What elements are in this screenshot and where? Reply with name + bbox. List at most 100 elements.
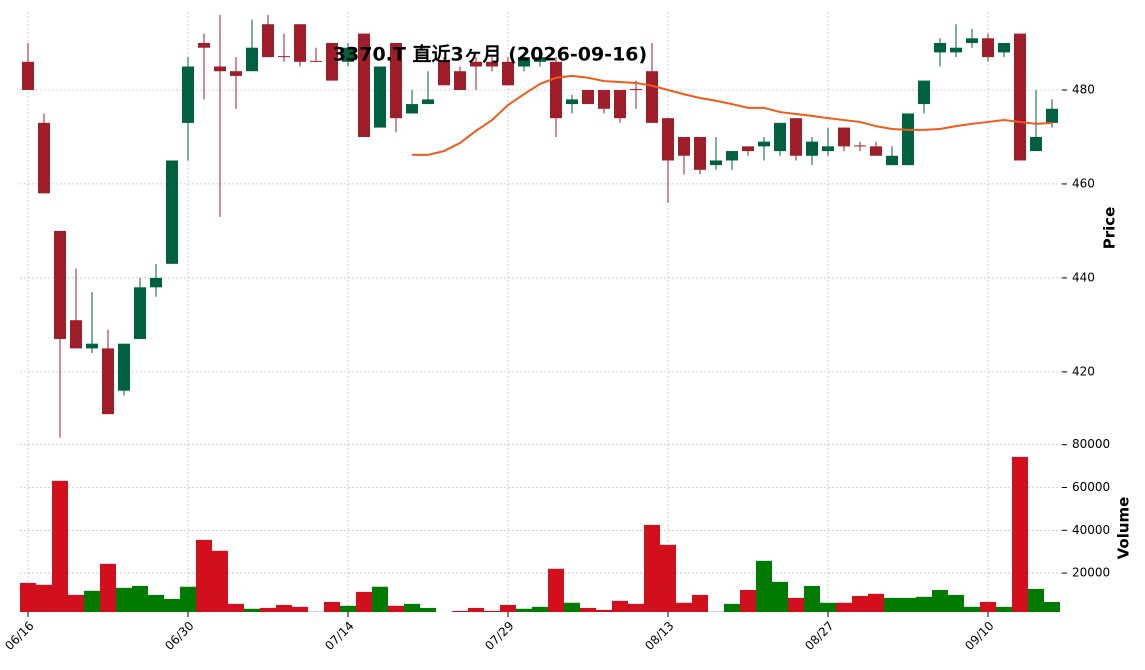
candle-body bbox=[550, 61, 562, 119]
y2-tick-label: 60000 bbox=[1072, 480, 1110, 494]
x-tick-label: 09/10 bbox=[962, 619, 996, 653]
y-tick-label: 420 bbox=[1072, 364, 1095, 378]
candle-body bbox=[326, 43, 338, 81]
candle-body bbox=[566, 99, 578, 105]
candle-body bbox=[662, 118, 674, 161]
volume-bar bbox=[692, 594, 708, 612]
candle-body bbox=[182, 66, 194, 123]
candle-body bbox=[70, 320, 82, 349]
candle-body bbox=[902, 113, 914, 166]
volume-bar bbox=[1012, 456, 1028, 612]
candle-body bbox=[166, 160, 178, 264]
candle-body bbox=[982, 38, 994, 58]
candle-body bbox=[630, 89, 642, 91]
volume-bar bbox=[212, 550, 228, 612]
candle-body bbox=[742, 146, 754, 152]
candle-body bbox=[486, 61, 498, 67]
volume-bar bbox=[52, 480, 68, 612]
x-tick-label: 08/13 bbox=[642, 619, 676, 653]
volume-bar bbox=[644, 524, 660, 612]
x-tick-label: 06/16 bbox=[2, 619, 36, 653]
y2-axis-label: Volume bbox=[1115, 497, 1133, 560]
candle-body bbox=[214, 66, 226, 72]
x-tick-label: 07/14 bbox=[322, 619, 356, 653]
x-tick-label: 06/30 bbox=[162, 619, 196, 653]
candle-body bbox=[694, 136, 706, 170]
x-tick-label: 07/29 bbox=[482, 619, 516, 653]
volume-bar bbox=[676, 602, 692, 612]
candle-body bbox=[1046, 108, 1058, 123]
candle-body bbox=[870, 146, 882, 156]
volume-bar bbox=[868, 593, 884, 612]
candle-body bbox=[518, 57, 530, 67]
volume-bar bbox=[804, 585, 820, 612]
candle-body bbox=[310, 60, 322, 62]
candle-body bbox=[1030, 136, 1042, 152]
candle-body bbox=[470, 61, 482, 67]
candle-body bbox=[966, 38, 978, 44]
candle-body bbox=[406, 104, 418, 114]
volume-bar bbox=[404, 603, 420, 612]
candle-body bbox=[54, 230, 66, 339]
volume-bar bbox=[580, 607, 596, 612]
volume-bar bbox=[852, 595, 868, 612]
volume-bar bbox=[180, 586, 196, 612]
volume-bar bbox=[1028, 588, 1044, 612]
candle-body bbox=[246, 47, 258, 72]
volume-bar bbox=[596, 609, 612, 612]
volume-bar bbox=[356, 591, 372, 612]
candle-body bbox=[822, 146, 834, 152]
volume-bar bbox=[68, 594, 84, 612]
candle-body bbox=[598, 89, 610, 109]
candle-body bbox=[422, 99, 434, 105]
y2-tick-label: 40000 bbox=[1072, 523, 1110, 537]
candle-body bbox=[262, 24, 274, 58]
candle-body bbox=[38, 122, 50, 194]
candle-body bbox=[86, 343, 98, 349]
candle-body bbox=[582, 89, 594, 105]
candle-body bbox=[774, 122, 786, 152]
volume-bar bbox=[532, 606, 548, 612]
x-tick-label: 08/27 bbox=[802, 619, 836, 653]
volume-bar bbox=[324, 601, 340, 612]
candle-body bbox=[102, 348, 114, 415]
candle-body bbox=[150, 277, 162, 288]
volume-bar bbox=[516, 608, 532, 612]
y-tick-label: 460 bbox=[1072, 176, 1095, 190]
candle-body bbox=[726, 151, 738, 161]
volume-bar bbox=[980, 601, 996, 612]
candle-body bbox=[390, 43, 402, 119]
volume-bar bbox=[20, 582, 36, 612]
chart-title: 3370.T 直近3ヶ月 (2026-09-16) bbox=[333, 43, 647, 66]
y-tick-label: 440 bbox=[1072, 270, 1095, 284]
moving-average bbox=[412, 74, 1053, 156]
candle-body bbox=[614, 89, 626, 119]
volume-bar bbox=[468, 607, 484, 612]
candle-body bbox=[198, 43, 210, 48]
candle-body bbox=[886, 155, 898, 166]
volume-bar bbox=[788, 597, 804, 612]
candle-body bbox=[454, 71, 466, 90]
candle-body bbox=[806, 141, 818, 156]
candle-body bbox=[678, 136, 690, 156]
volume-bar bbox=[836, 602, 852, 612]
volume-bar bbox=[100, 563, 116, 612]
volume-bar bbox=[484, 610, 500, 612]
candle-body bbox=[294, 24, 306, 62]
volume-bar bbox=[564, 602, 580, 612]
volume-bar bbox=[292, 606, 308, 612]
volume-bar bbox=[228, 603, 244, 612]
volume-bar bbox=[1044, 601, 1060, 612]
volume-bar bbox=[260, 607, 276, 612]
y-tick-label: 480 bbox=[1072, 82, 1095, 96]
volume-bar bbox=[148, 594, 164, 612]
candle-body bbox=[1014, 33, 1026, 161]
candle-body bbox=[646, 71, 658, 123]
grid bbox=[20, 12, 1062, 612]
candle-body bbox=[918, 80, 930, 105]
volume-bar bbox=[372, 586, 388, 612]
volume-bar bbox=[420, 607, 436, 612]
volume-bar bbox=[132, 585, 148, 612]
candle-body bbox=[502, 61, 514, 86]
candle-body bbox=[278, 56, 290, 58]
